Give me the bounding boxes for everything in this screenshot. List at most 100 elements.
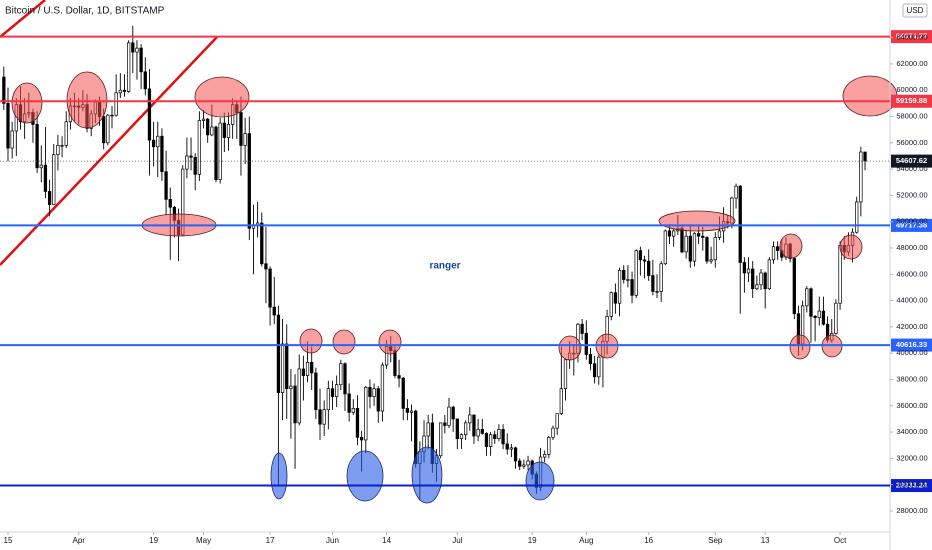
candle-body xyxy=(397,375,401,379)
candle-body xyxy=(451,406,455,420)
candle-body xyxy=(701,235,705,238)
candle-body xyxy=(247,133,251,229)
y-tick-label: 42000.00 xyxy=(896,322,927,331)
candle-body xyxy=(139,47,143,73)
candle-body xyxy=(509,447,514,450)
x-tick-label: 15 xyxy=(4,536,13,545)
candle-body xyxy=(559,388,563,415)
candle-body xyxy=(218,122,222,180)
ellipse xyxy=(194,76,250,118)
candle-body xyxy=(638,250,643,261)
candle-body xyxy=(272,306,276,316)
candle-body xyxy=(513,447,518,462)
x-tick-label: May xyxy=(196,536,211,545)
candle-body xyxy=(239,112,243,146)
candle-body xyxy=(289,385,293,390)
candle-body xyxy=(518,460,522,467)
candle-body xyxy=(734,185,738,199)
candle-body xyxy=(655,291,659,293)
x-tick-label: Oct xyxy=(834,536,847,545)
candle-body xyxy=(855,201,859,233)
candle-body xyxy=(763,272,767,290)
candle-body xyxy=(393,350,397,376)
currency-button[interactable] xyxy=(902,3,928,18)
candle-body xyxy=(459,434,464,439)
candle-body xyxy=(35,124,39,169)
candle-body xyxy=(160,135,164,173)
candle-body xyxy=(106,114,110,144)
candle-body xyxy=(588,354,593,365)
candle-body xyxy=(164,171,168,200)
candle-body xyxy=(805,288,809,307)
candle-body xyxy=(439,422,443,457)
candle-body xyxy=(705,237,709,262)
candle-body xyxy=(746,268,751,274)
candle-body xyxy=(405,408,410,413)
candle-body xyxy=(114,92,118,116)
candle-body xyxy=(751,268,755,290)
candle-body xyxy=(310,362,314,374)
ellipse xyxy=(839,234,863,260)
candle-body xyxy=(634,250,638,296)
candle-body xyxy=(426,422,430,437)
candle-body xyxy=(168,198,172,208)
level-label: 49717.38 xyxy=(896,220,927,229)
candle-body xyxy=(613,292,618,304)
y-tick-label: 56000.00 xyxy=(896,138,927,147)
candle-body xyxy=(626,279,630,281)
candle-body xyxy=(501,429,505,445)
candle-body xyxy=(580,323,584,334)
x-tick-label: 17 xyxy=(266,536,275,545)
last-price-label: 54607.62 xyxy=(896,156,927,165)
candle-body xyxy=(243,133,247,146)
candle-body xyxy=(206,118,210,136)
candle-body xyxy=(771,246,776,261)
candle-body xyxy=(6,102,10,149)
candle-body xyxy=(622,269,626,280)
candle-body xyxy=(268,268,272,308)
candle-body xyxy=(817,310,821,319)
candle-body xyxy=(330,388,335,397)
currency-label: USD xyxy=(907,6,924,15)
candle-body xyxy=(301,368,306,376)
candle-body xyxy=(189,155,193,158)
level-label: 40616.33 xyxy=(896,340,927,349)
x-tick-label: 19 xyxy=(528,536,537,545)
x-tick-label: Jun xyxy=(326,536,339,545)
candle-body xyxy=(821,310,826,325)
candle-body xyxy=(813,316,817,319)
trend-line xyxy=(0,36,218,266)
y-tick-label: 62000.00 xyxy=(896,59,927,68)
candle-body xyxy=(318,409,322,425)
candle-body xyxy=(314,372,318,411)
y-tick-label: 44000.00 xyxy=(896,296,927,305)
candle-body xyxy=(463,422,468,436)
candle-body xyxy=(759,272,763,286)
candle-body xyxy=(285,343,289,390)
ellipse xyxy=(11,82,43,124)
ellipse xyxy=(378,329,402,355)
candle-body xyxy=(135,47,139,53)
candle-body xyxy=(305,362,310,376)
candle-body xyxy=(767,259,771,290)
y-tick-label: 52000.00 xyxy=(896,190,927,199)
candle-body xyxy=(52,154,56,205)
candle-body xyxy=(376,388,380,412)
candle-body xyxy=(617,269,622,304)
candle-body xyxy=(563,359,568,390)
candle-body xyxy=(131,42,135,53)
candle-body xyxy=(738,185,742,263)
candle-body xyxy=(347,393,351,413)
y-tick-label: 64000.00 xyxy=(896,33,927,42)
candle-body xyxy=(834,302,838,334)
candle-body xyxy=(696,233,701,237)
candle-body xyxy=(368,387,372,397)
ellipse xyxy=(779,233,803,259)
y-tick-label: 36000.00 xyxy=(896,401,927,410)
candle-body xyxy=(372,388,376,397)
candle-body xyxy=(56,145,60,155)
ellipse xyxy=(66,71,108,129)
ellipse xyxy=(299,328,323,354)
